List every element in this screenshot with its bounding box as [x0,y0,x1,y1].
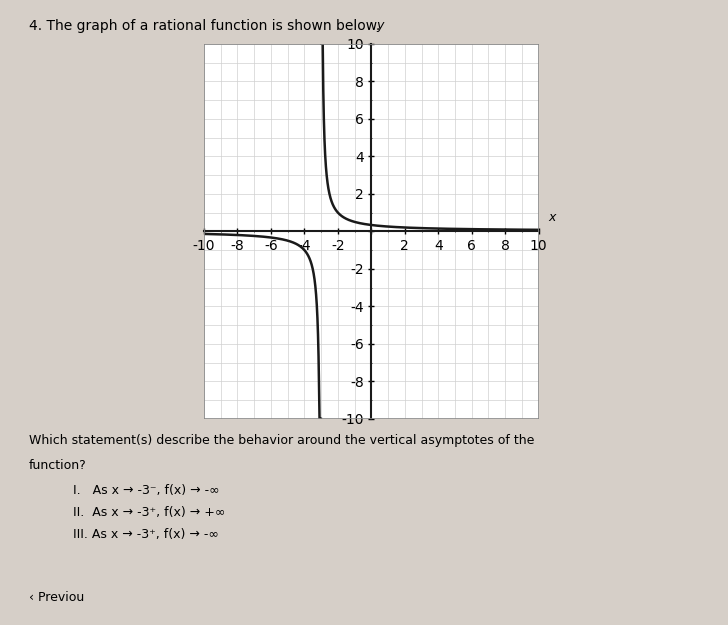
Text: I.   As x → -3⁻, f(x) → -∞: I. As x → -3⁻, f(x) → -∞ [73,484,219,498]
Text: Which statement(s) describe the behavior around the vertical asymptotes of the: Which statement(s) describe the behavior… [29,434,534,447]
Text: y: y [376,19,384,32]
Text: II.  As x → -3⁺, f(x) → +∞: II. As x → -3⁺, f(x) → +∞ [73,506,225,519]
Text: 4. The graph of a rational function is shown below.: 4. The graph of a rational function is s… [29,19,380,32]
Text: ‹ Previou: ‹ Previou [29,591,84,604]
Text: x: x [549,211,556,224]
Text: function?: function? [29,459,87,472]
Text: III. As x → -3⁺, f(x) → -∞: III. As x → -3⁺, f(x) → -∞ [73,528,218,541]
